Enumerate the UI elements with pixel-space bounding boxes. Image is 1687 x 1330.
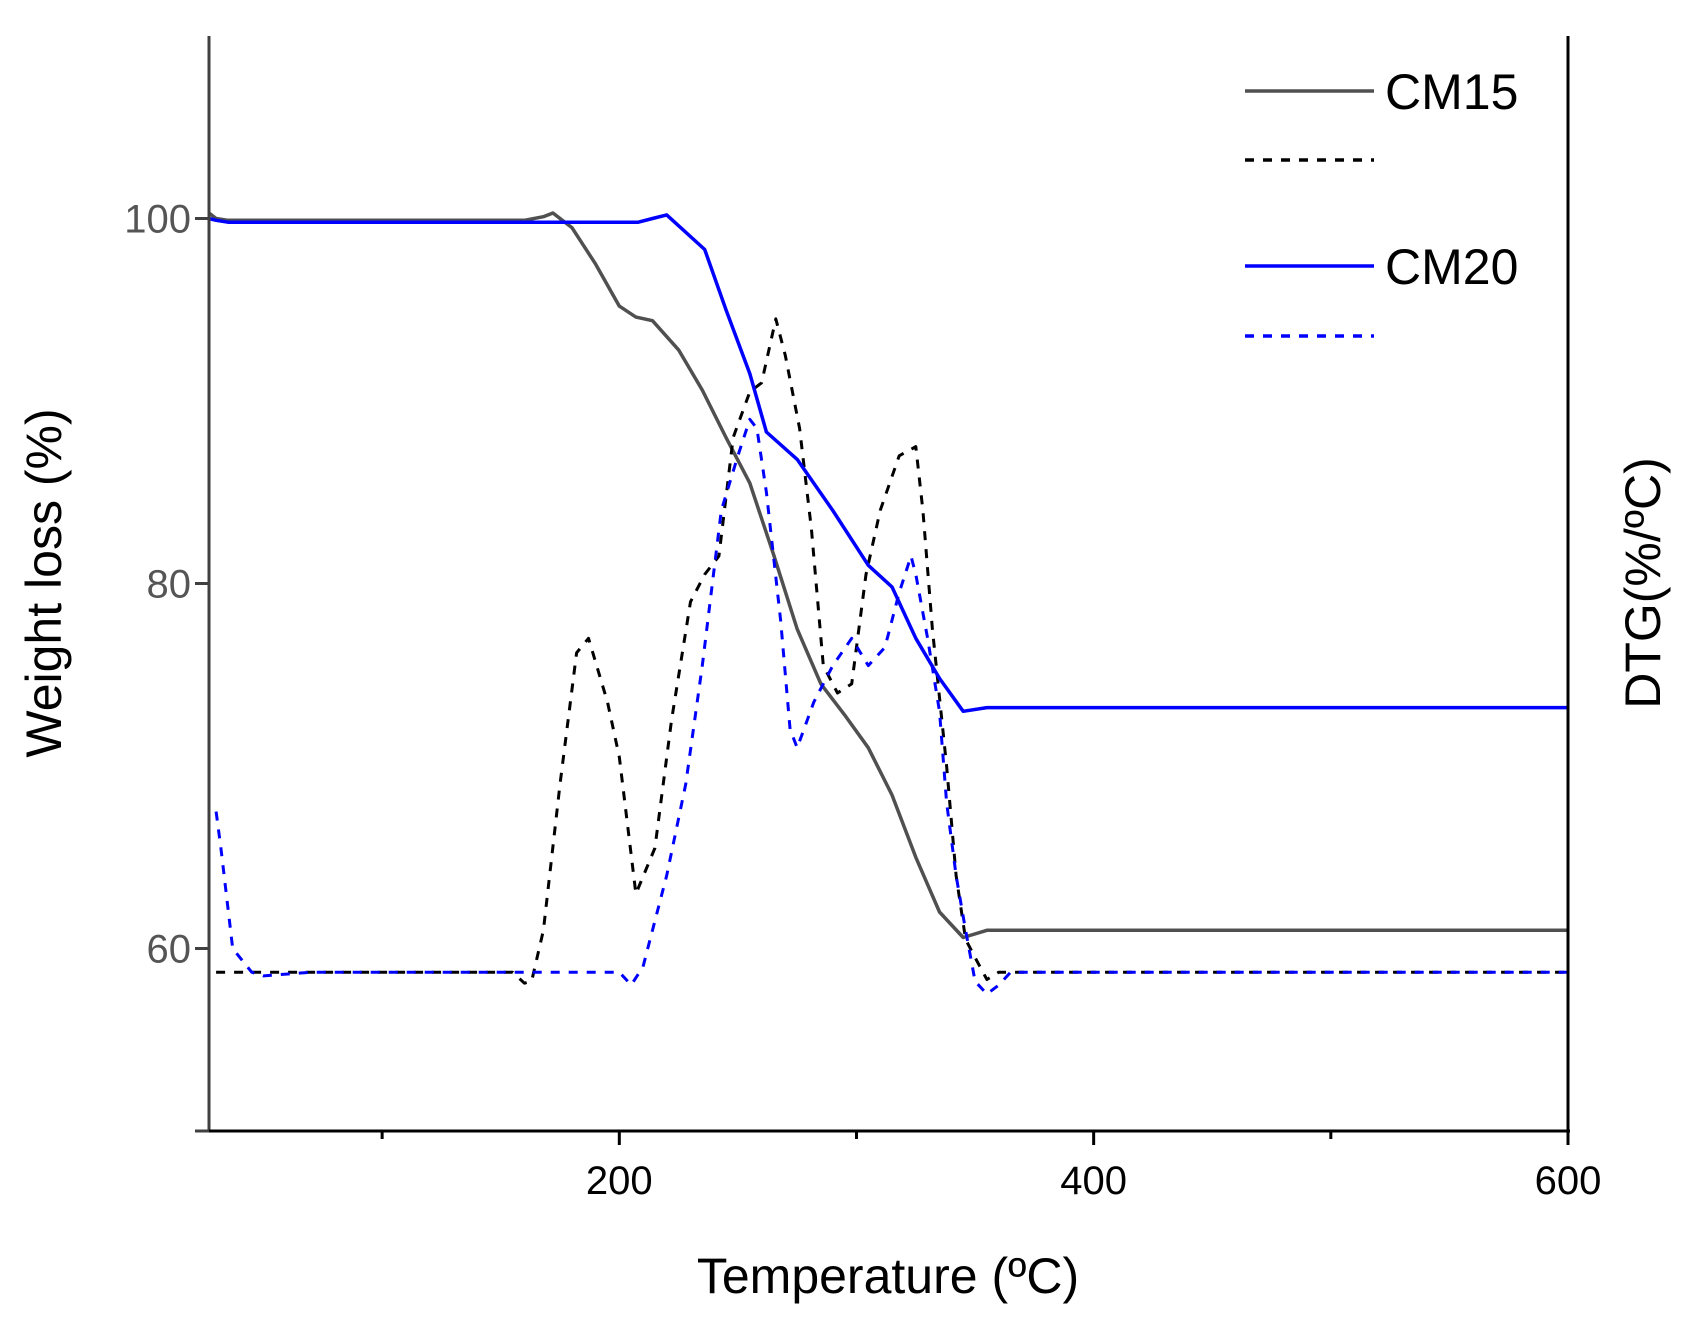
series-line-cm15 bbox=[207, 211, 1568, 940]
y-tick-label: 100 bbox=[124, 198, 191, 242]
x-tick-label: 400 bbox=[1060, 1159, 1127, 1203]
legend: CM15 CM20 bbox=[1245, 64, 1518, 338]
x-tick-label: 600 bbox=[1535, 1159, 1602, 1203]
y2-axis-title: DTG(%/ºC) bbox=[1615, 457, 1671, 709]
ticks: 60 80 100 200 400 600 bbox=[124, 198, 1601, 1204]
series-line-dtg-3 bbox=[214, 417, 1568, 996]
y-axis-title: Weight loss (%) bbox=[16, 408, 72, 757]
series-line-cm20 bbox=[208, 213, 1568, 714]
plot-lines bbox=[207, 211, 1568, 996]
legend-label: CM15 bbox=[1385, 64, 1518, 120]
x-tick-label: 200 bbox=[586, 1159, 653, 1203]
y-tick-label: 80 bbox=[147, 563, 192, 607]
y-tick-label: 60 bbox=[147, 928, 192, 972]
legend-label: CM20 bbox=[1385, 239, 1518, 295]
series-line-dtg-1 bbox=[216, 317, 1568, 985]
x-axis-title: Temperature (ºC) bbox=[697, 1248, 1079, 1304]
